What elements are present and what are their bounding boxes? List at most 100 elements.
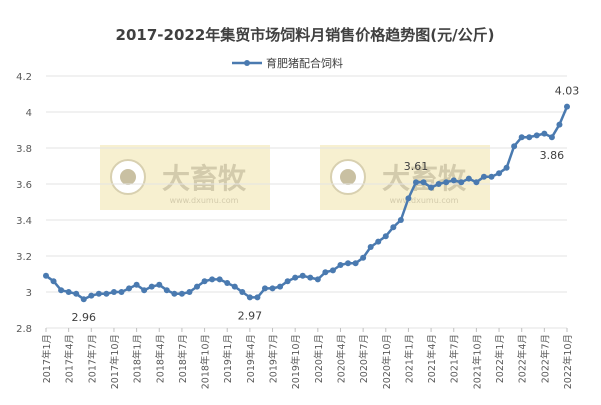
- x-tick-label: 2022年1月: [494, 334, 506, 383]
- data-point: [246, 294, 253, 301]
- x-tick-label: 2019年10月: [290, 334, 302, 389]
- data-label: 3.61: [404, 160, 429, 173]
- data-point: [367, 244, 374, 250]
- x-tick-label: 2022年7月: [539, 334, 551, 383]
- data-point: [118, 289, 125, 295]
- data-point: [412, 179, 419, 186]
- data-point: [488, 173, 495, 180]
- data-point: [548, 134, 555, 141]
- data-point: [473, 179, 480, 186]
- data-point: [526, 134, 533, 141]
- data-point: [254, 294, 261, 301]
- data-point: [435, 181, 442, 187]
- data-point: [73, 290, 80, 297]
- legend-label: 育肥猪配合饲料: [266, 56, 343, 70]
- data-point: [345, 260, 352, 267]
- x-tick-label: 2019年4月: [245, 334, 257, 383]
- data-point: [420, 179, 427, 186]
- data-point: [95, 290, 102, 297]
- x-tick-label: 2020年4月: [335, 334, 347, 383]
- watermark-logo-icon-center: [340, 169, 356, 185]
- legend-dot-marker: [244, 60, 250, 66]
- data-labels: 2.96 2.97 3.61 3.86 4.03: [72, 85, 580, 325]
- data-label: 4.03: [555, 85, 580, 98]
- watermark-logo-icon-center: [120, 169, 136, 185]
- x-tick-label: 2020年1月: [313, 334, 325, 383]
- data-point: [375, 238, 382, 245]
- data-point: [480, 173, 487, 180]
- data-point: [239, 289, 246, 295]
- watermark-url: www.dxumu.com: [170, 196, 239, 205]
- x-tick-label: 2022年4月: [517, 334, 529, 383]
- y-tick-label: 4: [26, 108, 32, 119]
- data-point: [329, 267, 336, 274]
- data-point: [201, 278, 208, 285]
- x-tick-label: 2019年1月: [222, 334, 234, 383]
- legend: 育肥猪配合饲料: [232, 56, 343, 70]
- y-tick-label: 3: [26, 288, 32, 299]
- y-tick-label: 3.8: [16, 144, 32, 155]
- data-point: [405, 195, 412, 202]
- data-point: [171, 290, 178, 297]
- data-point: [261, 285, 268, 292]
- x-tick-label: 2021年10月: [471, 334, 483, 389]
- x-axis-ticks: 2017年1月 2017年4月 2017年7月 2017年10月 2018年1月 2018…: [41, 328, 574, 389]
- x-tick-label: 2017年10月: [109, 334, 121, 389]
- data-point: [58, 287, 65, 294]
- data-point: [209, 276, 216, 283]
- gridlines: [46, 75, 567, 329]
- y-axis-ticks: 2.8 3 3.2 3.4 3.6 3.8 4 4.2: [16, 72, 32, 335]
- x-tick-label: 2018年7月: [177, 334, 189, 383]
- data-point: [141, 287, 148, 294]
- data-point: [80, 296, 87, 303]
- data-point: [194, 283, 201, 290]
- x-tick-label: 2017年4月: [64, 334, 76, 383]
- data-point: [541, 130, 548, 137]
- data-point: [496, 170, 503, 177]
- x-tick-label: 2020年7月: [358, 334, 370, 383]
- x-tick-label: 2021年1月: [403, 334, 415, 383]
- data-point: [231, 283, 238, 290]
- data-point: [518, 134, 525, 141]
- data-point: [126, 285, 133, 292]
- data-point: [156, 281, 163, 288]
- watermark-text: 大畜牧: [162, 162, 247, 195]
- data-point: [337, 262, 344, 268]
- data-point: [382, 233, 389, 240]
- data-point: [465, 175, 472, 182]
- y-tick-label: 3.2: [16, 252, 32, 263]
- x-tick-label: 2021年4月: [426, 334, 438, 383]
- data-label: 2.96: [72, 311, 97, 324]
- data-point: [443, 179, 450, 186]
- data-point: [65, 289, 72, 295]
- data-point: [360, 254, 367, 261]
- x-tick-label: 2018年1月: [132, 334, 144, 383]
- data-point: [450, 177, 457, 184]
- data-point: [564, 103, 570, 110]
- data-point: [458, 179, 465, 186]
- data-point: [50, 278, 57, 285]
- data-point: [292, 274, 299, 281]
- data-point: [186, 289, 193, 295]
- data-point: [314, 276, 321, 283]
- y-tick-label: 2.8: [16, 324, 32, 335]
- data-point: [224, 280, 231, 286]
- data-point: [511, 143, 518, 150]
- data-label: 2.97: [238, 309, 263, 322]
- data-point: [390, 224, 397, 231]
- data-point: [88, 292, 95, 299]
- x-tick-label: 2021年7月: [449, 334, 461, 383]
- watermark-url: www.dxumu.com: [390, 196, 459, 205]
- data-point: [352, 260, 359, 267]
- y-tick-label: 3.6: [16, 180, 32, 191]
- y-tick-label: 4.2: [16, 72, 32, 83]
- data-point: [178, 290, 185, 297]
- data-point: [269, 285, 276, 292]
- x-tick-label: 2017年1月: [41, 334, 53, 383]
- data-point: [284, 278, 291, 285]
- data-point: [43, 272, 49, 279]
